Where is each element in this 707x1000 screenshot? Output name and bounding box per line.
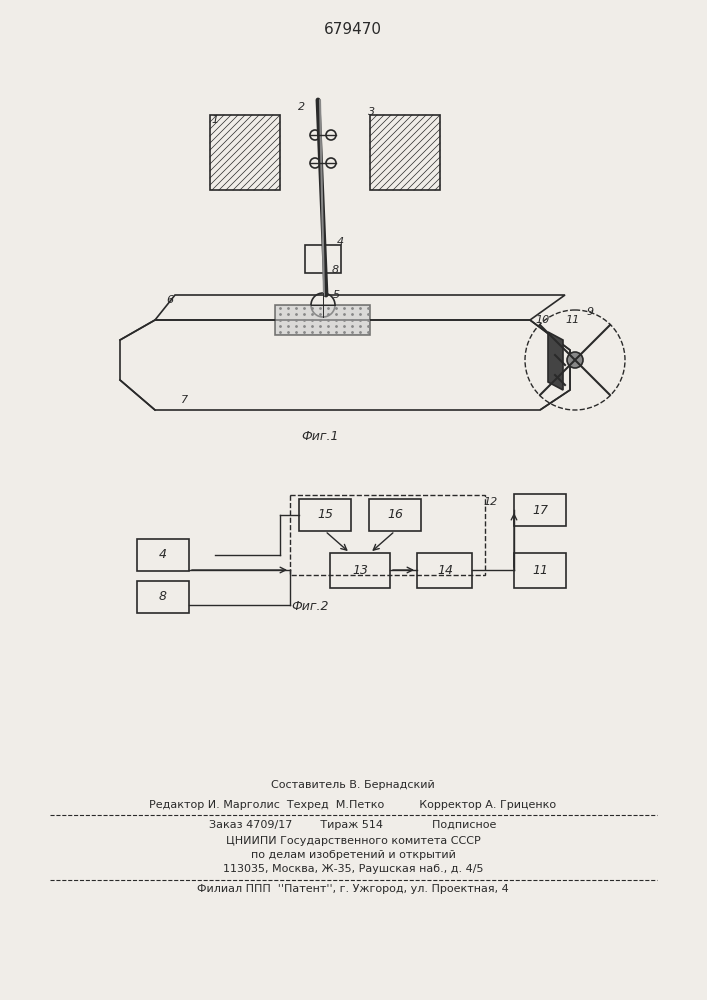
Bar [210,115,280,190]
Bar [514,552,566,587]
Text: Фиг.1: Фиг.1 [301,430,339,443]
Text: 10: 10 [536,315,550,325]
Text: Филиал ППП  ''Патент'', г. Ужгород, ул. Проектная, 4: Филиал ППП ''Патент'', г. Ужгород, ул. П… [197,884,509,894]
Bar [137,539,189,571]
Text: 9: 9 [586,307,594,317]
Text: по делам изобретений и открытий: по делам изобретений и открытий [250,850,455,860]
Text: 8: 8 [332,265,339,275]
Text: 1: 1 [211,115,218,125]
Text: 4: 4 [337,237,344,247]
Text: 14: 14 [437,564,453,576]
Bar [418,552,472,587]
Text: 13: 13 [352,564,368,576]
Text: 113035, Москва, Ж-35, Раушская наб., д. 4/5: 113035, Москва, Ж-35, Раушская наб., д. … [223,864,484,874]
Text: 4: 4 [159,548,167,562]
Bar [299,499,351,531]
Polygon shape [548,332,563,390]
Text: 11: 11 [532,564,548,576]
Text: Составитель В. Бернадский: Составитель В. Бернадский [271,780,435,790]
Text: Редактор И. Марголис  Техред  М.Петко          Корректор А. Гриценко: Редактор И. Марголис Техред М.Петко Корр… [149,800,556,810]
Text: 12: 12 [483,497,497,507]
Circle shape [567,352,583,368]
Text: 679470: 679470 [324,22,382,37]
Text: 11: 11 [566,315,580,325]
Bar [290,495,485,575]
Bar [330,552,390,587]
Bar [370,115,440,190]
Text: Заказ 4709/17        Тираж 514              Подписное: Заказ 4709/17 Тираж 514 Подписное [209,820,497,830]
Bar [137,581,189,613]
Text: 8: 8 [159,590,167,603]
Polygon shape [275,305,370,335]
Bar [514,494,566,526]
Text: 5: 5 [332,290,339,300]
Text: Фиг.2: Фиг.2 [291,600,329,613]
Text: 7: 7 [182,395,189,405]
Text: 15: 15 [317,508,333,522]
Text: 16: 16 [387,508,403,522]
Text: 17: 17 [532,504,548,516]
Bar [305,245,341,273]
Text: ЦНИИПИ Государственного комитета СССР: ЦНИИПИ Государственного комитета СССР [226,836,480,846]
Text: 3: 3 [368,107,375,117]
Bar [369,499,421,531]
Text: 6: 6 [166,295,173,305]
Text: 2: 2 [298,102,305,112]
